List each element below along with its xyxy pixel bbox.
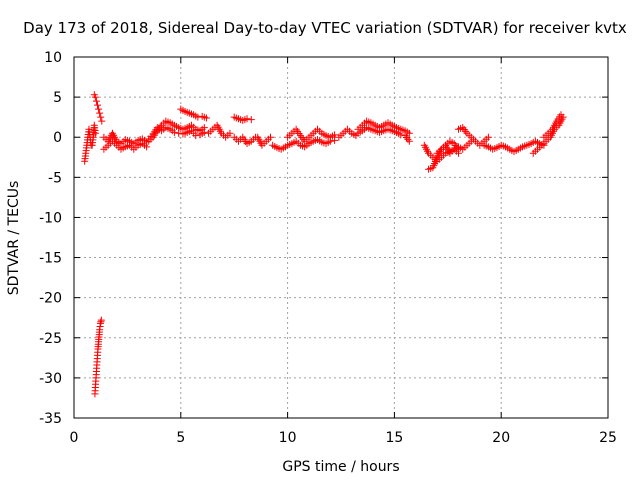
data-point — [247, 116, 255, 124]
data-point — [98, 117, 106, 125]
data-point — [96, 109, 104, 117]
data-point — [557, 111, 565, 119]
y-tick-label: -25 — [39, 331, 62, 347]
data-point — [97, 113, 105, 121]
data-point — [267, 133, 275, 141]
data-point — [454, 145, 462, 153]
x-tick-label: 5 — [176, 430, 185, 446]
data-point — [194, 113, 202, 121]
plot-frame — [73, 56, 609, 419]
x-tick-label: 20 — [492, 430, 510, 446]
x-tick-label: 15 — [385, 430, 403, 446]
x-axis-label: GPS time / hours — [282, 459, 399, 475]
data-point — [226, 129, 234, 137]
y-tick-label: -30 — [39, 371, 62, 387]
data-point — [200, 128, 208, 136]
x-tick-label: 0 — [70, 430, 79, 446]
y-tick-label: 5 — [53, 90, 62, 106]
y-tick-label: 10 — [44, 50, 62, 66]
data-point — [484, 133, 492, 141]
data-point — [397, 131, 405, 139]
y-tick-label: -5 — [48, 170, 62, 186]
y-tick-label: -15 — [39, 251, 62, 267]
y-tick-label: -35 — [39, 411, 62, 427]
chart-title: Day 173 of 2018, Sidereal Day-to-day VTE… — [23, 19, 627, 37]
data-point — [405, 129, 413, 137]
y-tick-label: 0 — [53, 130, 62, 146]
x-tick-label: 10 — [279, 430, 297, 446]
data-point — [97, 316, 105, 324]
y-tick-label: -10 — [39, 210, 62, 226]
data-point — [331, 136, 339, 144]
x-tick-labels: 0 5 10 15 20 25 — [70, 430, 617, 446]
axis-ticks — [73, 56, 609, 419]
y-tick-label: -20 — [39, 291, 62, 307]
y-axis-label: SDTVAR / TECUs — [6, 181, 22, 296]
data-point — [170, 128, 178, 136]
data-point — [91, 129, 99, 137]
data-point — [243, 115, 251, 123]
data-point — [326, 137, 334, 145]
grid — [74, 57, 608, 418]
y-tick-labels: 10 5 0 -5 -10 -15 -20 -25 -30 -35 — [39, 50, 62, 427]
x-tick-label: 25 — [599, 430, 617, 446]
data-point — [202, 114, 210, 122]
data-points — [81, 91, 567, 398]
data-point — [93, 101, 101, 109]
data-point — [192, 132, 200, 140]
data-point — [175, 129, 183, 137]
data-point — [405, 137, 413, 145]
data-point — [92, 97, 100, 105]
data-point — [95, 105, 103, 113]
data-point — [91, 93, 99, 101]
